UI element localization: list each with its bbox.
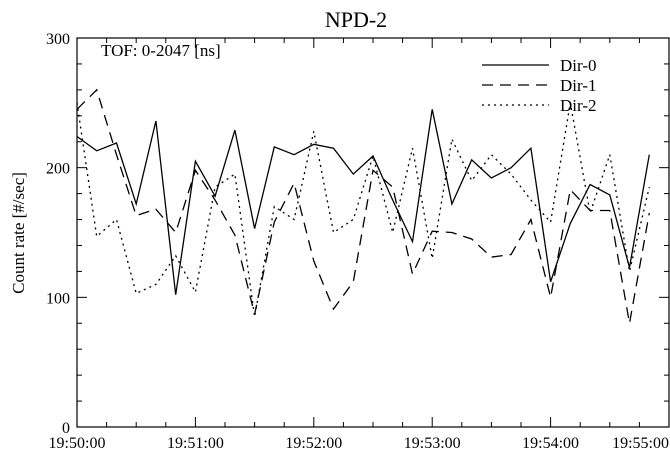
y-tick-label: 200 [46, 161, 70, 178]
legend-label: Dir-0 [560, 56, 596, 75]
x-tick-label: 19:55:00 [612, 435, 669, 452]
legend-label: Dir-2 [560, 96, 596, 115]
legend-label: Dir-1 [560, 76, 596, 95]
tof-annotation: TOF: 0-2047 [ns] [101, 41, 221, 60]
x-tick-label: 19:54:00 [522, 435, 579, 452]
x-tick-label: 19:53:00 [404, 435, 461, 452]
chart-title: NPD-2 [325, 7, 387, 32]
series-line-dir-2 [76, 102, 650, 317]
series-line-dir-1 [76, 88, 650, 324]
x-tick-label: 19:50:00 [49, 435, 106, 452]
y-axis-title: Count rate [#/sec] [9, 172, 28, 294]
series-line-dir-0 [76, 109, 650, 295]
y-axis: 0 100 200 300 [46, 31, 669, 437]
x-tick-label: 19:52:00 [285, 435, 342, 452]
y-tick-label: 100 [46, 290, 70, 307]
x-axis: 19:50:00 19:51:00 19:52:00 19:53:00 19:54:00… [49, 38, 670, 452]
y-tick-label: 0 [62, 420, 70, 437]
x-tick-label: 19:51:00 [167, 435, 224, 452]
y-tick-label: 300 [46, 31, 70, 48]
series-layer [76, 88, 650, 324]
